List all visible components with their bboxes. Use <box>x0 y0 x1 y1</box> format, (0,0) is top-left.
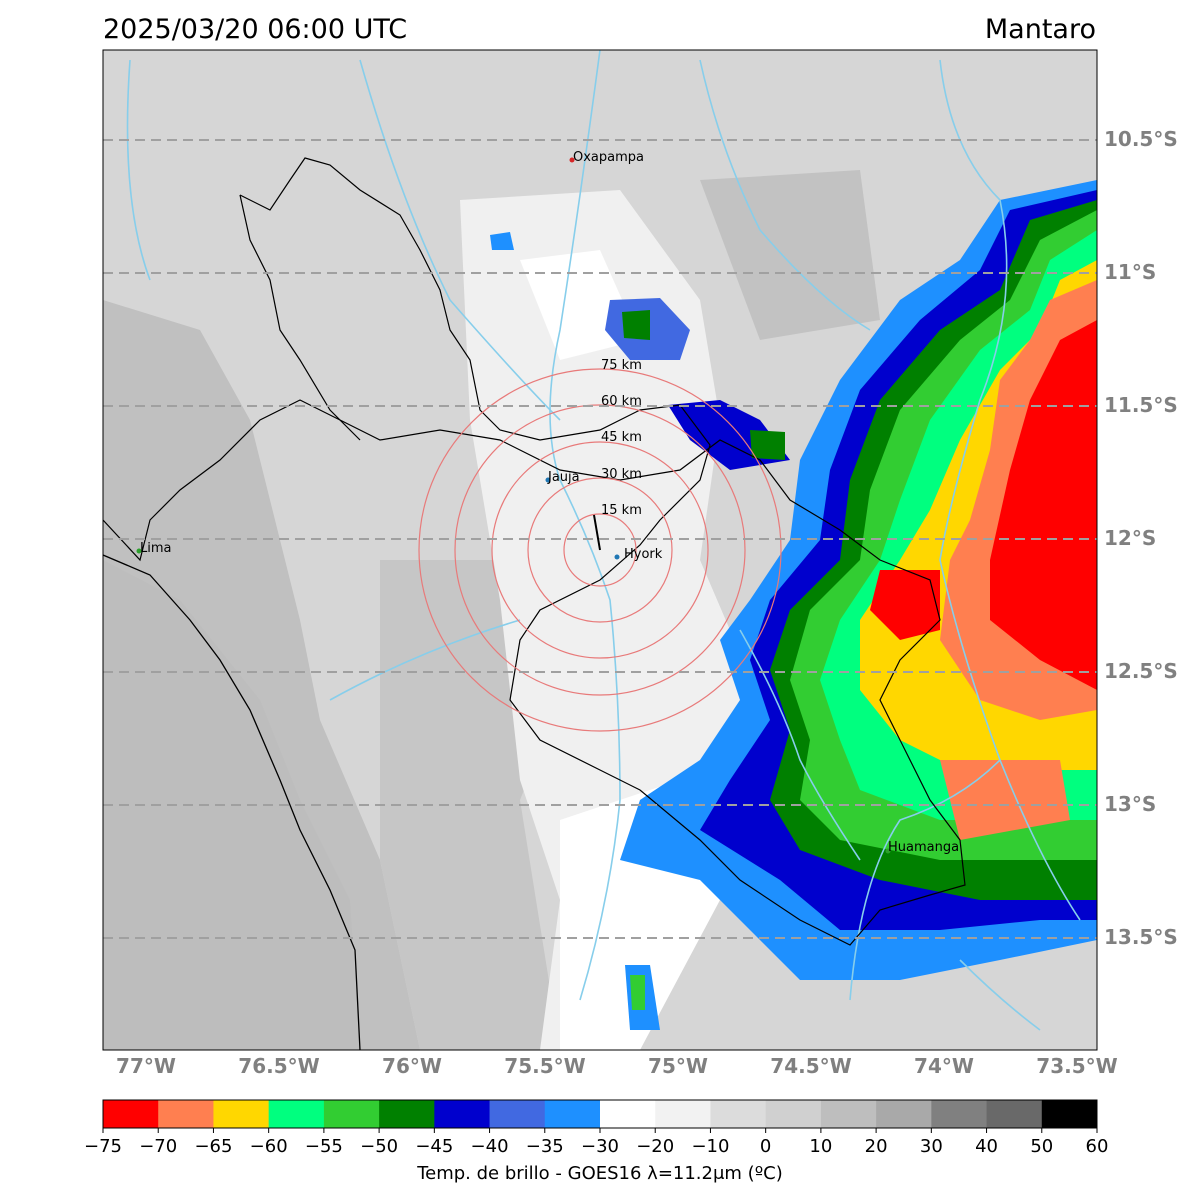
range-ring-45km <box>491 441 709 659</box>
colorbar-swatch <box>434 1100 491 1128</box>
colorbar-tick-label: 20 <box>864 1136 888 1157</box>
colorbar-tick-label: −50 <box>360 1136 399 1157</box>
lon-label-76-5w: 76.5°W <box>238 1054 320 1078</box>
colorbar-tick-label: 50 <box>1030 1136 1054 1157</box>
colorbar-swatch <box>600 1100 656 1128</box>
lon-label-74-5w: 74.5°W <box>770 1054 852 1078</box>
city-label-lima: Lima <box>140 541 171 556</box>
colorbar-tick-label: 0 <box>759 1136 772 1157</box>
colorbar-swatch <box>489 1100 546 1128</box>
colorbar-swatch <box>158 1100 214 1128</box>
ring-label-60km: 60 km <box>601 394 642 409</box>
cell-north-core <box>622 310 650 340</box>
colorbar-tick-label: −60 <box>249 1136 288 1157</box>
cold-core-small <box>870 570 940 640</box>
colorbar-tick-label: 60 <box>1085 1136 1109 1157</box>
ring-label-30km: 30 km <box>601 467 642 482</box>
lat-gridlines <box>103 139 1097 939</box>
radar-beam-line <box>593 514 601 551</box>
colorbar-tick-label: −75 <box>84 1136 122 1157</box>
colorbar-swatch <box>876 1100 932 1128</box>
lon-label-75w: 75°W <box>648 1054 708 1078</box>
lon-label-74w: 74°W <box>914 1054 974 1078</box>
range-ring-15km <box>563 513 637 587</box>
city-marker-huamanga <box>885 848 891 854</box>
region-title: Mantaro <box>984 14 1096 45</box>
ring-label-15km: 15 km <box>601 503 642 518</box>
colorbar-swatch <box>379 1100 435 1128</box>
cell-south-core <box>630 975 645 1010</box>
cloud-shield-minus75 <box>990 320 1097 690</box>
colorbar-swatch <box>213 1100 270 1128</box>
cold-core-south <box>940 760 1070 840</box>
basin-boundary <box>103 157 966 946</box>
colorbar-tick-label: −70 <box>139 1136 178 1157</box>
colorbar-tick-label: −20 <box>636 1136 675 1157</box>
lat-label-12s: 12°S <box>1104 526 1157 550</box>
lat-label-12-5s: 12.5°S <box>1104 659 1178 683</box>
lat-label-11s: 11°S <box>1104 260 1157 284</box>
colorbar-label: Temp. de brillo - GOES16 λ=11.2μm (ºC) <box>417 1163 783 1184</box>
city-label-huamanga: Huamanga <box>888 840 959 855</box>
colorbar-swatch <box>323 1100 380 1128</box>
colorbar-swatch <box>931 1100 988 1128</box>
city-marker-oxapampa <box>569 157 575 163</box>
colorbar-tick-label: 10 <box>809 1136 833 1157</box>
lon-label-76w: 76°W <box>382 1054 442 1078</box>
colorbar-tick-label: −30 <box>581 1136 619 1157</box>
coastline <box>103 554 361 1050</box>
colorbar-tick-label: −10 <box>691 1136 730 1157</box>
basin-boundary-west <box>239 194 361 441</box>
cell-small <box>490 232 514 250</box>
city-label-jauja: Jauja <box>547 470 580 485</box>
colorbar-swatch <box>765 1100 822 1128</box>
city-marker-hyork <box>614 554 620 560</box>
colorbar-swatch <box>710 1100 767 1128</box>
lon-label-73-5w: 73.5°W <box>1036 1054 1118 1078</box>
city-label-hyork: Hyork <box>624 547 663 562</box>
lat-label-13s: 13°S <box>1104 792 1157 816</box>
ring-label-45km: 45 km <box>601 430 642 445</box>
timestamp-title: 2025/03/20 06:00 UTC <box>103 14 408 45</box>
northeast-gray-patch <box>700 170 880 340</box>
lat-label-11-5s: 11.5°S <box>1104 393 1178 417</box>
ring-label-75km: 75 km <box>601 358 642 373</box>
lat-label-13-5s: 13.5°S <box>1104 925 1178 949</box>
colorbar-swatch <box>268 1100 325 1128</box>
cell-central-core <box>750 430 785 460</box>
colorbar-swatch <box>103 1100 159 1128</box>
colorbar-tick-label: 40 <box>975 1136 998 1157</box>
colorbar-tick-label: −65 <box>194 1136 233 1157</box>
city-marker-jauja <box>545 477 551 483</box>
colorbar-swatch <box>820 1100 877 1128</box>
colorbar <box>102 1099 1098 1133</box>
colorbar-swatch <box>986 1100 1043 1128</box>
colorbar-swatch <box>1041 1100 1098 1128</box>
colorbar-tick-label: −55 <box>304 1136 343 1157</box>
city-label-oxapampa: Oxapampa <box>573 150 644 165</box>
city-marker-lima <box>136 548 142 554</box>
lat-label-10-5s: 10.5°S <box>1104 127 1178 151</box>
colorbar-tick-label: −35 <box>525 1136 564 1157</box>
colorbar-swatch <box>544 1100 601 1128</box>
colorbar-tick-label: −45 <box>415 1136 454 1157</box>
range-ring-30km <box>527 477 673 623</box>
colorbar-tick-label: −40 <box>470 1136 509 1157</box>
lon-label-77w: 77°W <box>116 1054 176 1078</box>
lon-label-75-5w: 75.5°W <box>504 1054 586 1078</box>
colorbar-tick-label: 30 <box>919 1136 943 1157</box>
range-ring-75km <box>418 368 782 732</box>
map-frame <box>102 49 1098 1051</box>
colorbar-swatch <box>655 1100 711 1128</box>
